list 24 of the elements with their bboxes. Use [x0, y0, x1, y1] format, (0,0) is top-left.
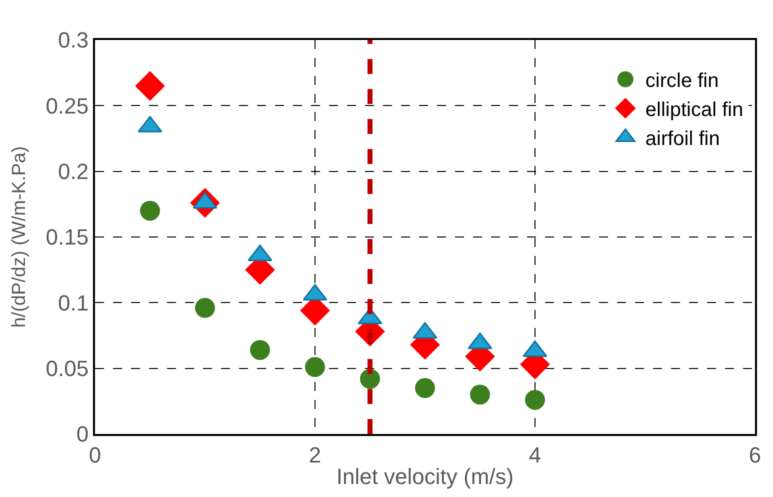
point [360, 368, 380, 389]
x-axis-title: Inlet velocity (m/s) [336, 464, 514, 489]
point [250, 340, 270, 360]
x-tick-label: 2 [308, 442, 322, 468]
y-tick-label: 0 [76, 422, 89, 447]
legend-label: circle fin [645, 70, 719, 92]
point [195, 298, 215, 318]
y-tick-label: 0.25 [46, 93, 89, 118]
point [415, 378, 435, 398]
y-tick-label: 0.15 [46, 224, 89, 250]
y-tick-label: 0.3 [58, 28, 89, 53]
x-tick-label: 4 [528, 442, 542, 468]
y-axis-title: h/(dP/dz) (W/m-K.Pa) [9, 146, 30, 328]
x-tick-label: 6 [748, 442, 762, 468]
y-tick-label: 0.1 [58, 290, 89, 316]
legend-label: elliptical fin [645, 99, 744, 121]
point [135, 71, 165, 101]
y-tick-label: 0.05 [46, 356, 89, 382]
point [525, 390, 545, 410]
point [305, 357, 325, 378]
point [470, 384, 490, 405]
point [140, 200, 160, 221]
y-tick-label: 0.2 [58, 159, 89, 184]
legend-label: airfoil fin [645, 128, 720, 150]
